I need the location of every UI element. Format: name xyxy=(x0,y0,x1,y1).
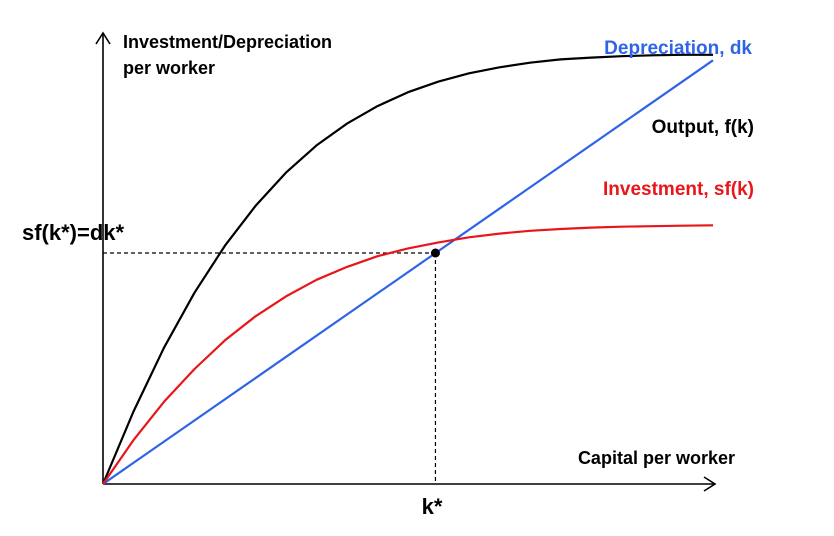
series-label-depreciation: Depreciation, dk xyxy=(604,38,752,59)
y-axis-label-line1: Investment/Depreciation xyxy=(123,32,332,52)
series-group xyxy=(101,53,714,485)
depreciation-line xyxy=(102,59,714,485)
y-axis-label-line2: per worker xyxy=(123,58,215,78)
output-curve xyxy=(101,53,713,485)
x-tick-label-kstar: k* xyxy=(422,494,443,519)
series-label-investment: Investment, sf(k) xyxy=(603,179,754,200)
x-axis-arrow xyxy=(703,476,717,492)
y-tick-label-steady-state: sf(k*)=dk* xyxy=(22,220,125,245)
steady-state-guides xyxy=(103,252,437,484)
steady-state-point xyxy=(430,248,440,258)
axes xyxy=(95,31,717,492)
y-axis-arrow xyxy=(95,31,111,45)
x-axis-label: Capital per worker xyxy=(578,448,735,468)
investment-curve xyxy=(102,224,714,485)
series-label-output: Output, f(k) xyxy=(652,117,754,138)
